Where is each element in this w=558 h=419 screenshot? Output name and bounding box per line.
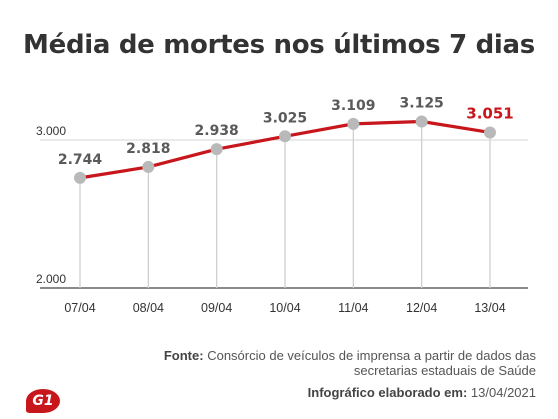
data-point — [142, 160, 155, 173]
data-point — [74, 171, 86, 184]
x-tick-label: 08/04 — [133, 301, 164, 315]
y-tick-label: 3.000 — [36, 124, 66, 138]
x-tick-label: 09/04 — [201, 301, 232, 315]
source-note: Fonte: Consórcio de veículos de imprensa… — [136, 348, 536, 378]
data-point — [484, 126, 496, 139]
data-label: 2.938 — [195, 123, 239, 139]
data-point — [210, 143, 223, 156]
credit-label: Infográfico elaborado em: — [307, 385, 468, 400]
data-label: 3.109 — [331, 98, 375, 114]
x-tick-label: 10/04 — [269, 301, 300, 315]
x-tick-label: 13/04 — [474, 301, 505, 315]
data-point — [279, 130, 291, 143]
data-point — [415, 115, 428, 128]
x-tick-label: 12/04 — [406, 301, 437, 315]
x-tick-label: 07/04 — [64, 301, 95, 315]
source-label: Fonte: — [163, 348, 204, 363]
credit-note: Infográfico elaborado em: 13/04/2021 — [308, 385, 536, 400]
data-label: 2.818 — [126, 141, 170, 157]
data-label: 3.025 — [263, 110, 307, 126]
source-text: Consórcio de veículos de imprensa a part… — [207, 348, 536, 378]
line-chart: 2.000 3.000 2.744 2.818 2.938 3.025 3.109 3.125… — [36, 96, 528, 315]
y-tick-label: 2.000 — [36, 272, 66, 286]
g1-logo: G1 — [26, 389, 60, 413]
data-label: 2.744 — [58, 152, 103, 168]
credit-date: 13/04/2021 — [470, 385, 536, 400]
x-tick-label: 11/04 — [338, 301, 368, 315]
data-label-highlight: 3.051 — [466, 104, 513, 122]
data-point — [347, 117, 360, 130]
data-label: 3.125 — [400, 96, 444, 112]
chart-title: Média de mortes nos últimos 7 dias — [23, 30, 535, 60]
